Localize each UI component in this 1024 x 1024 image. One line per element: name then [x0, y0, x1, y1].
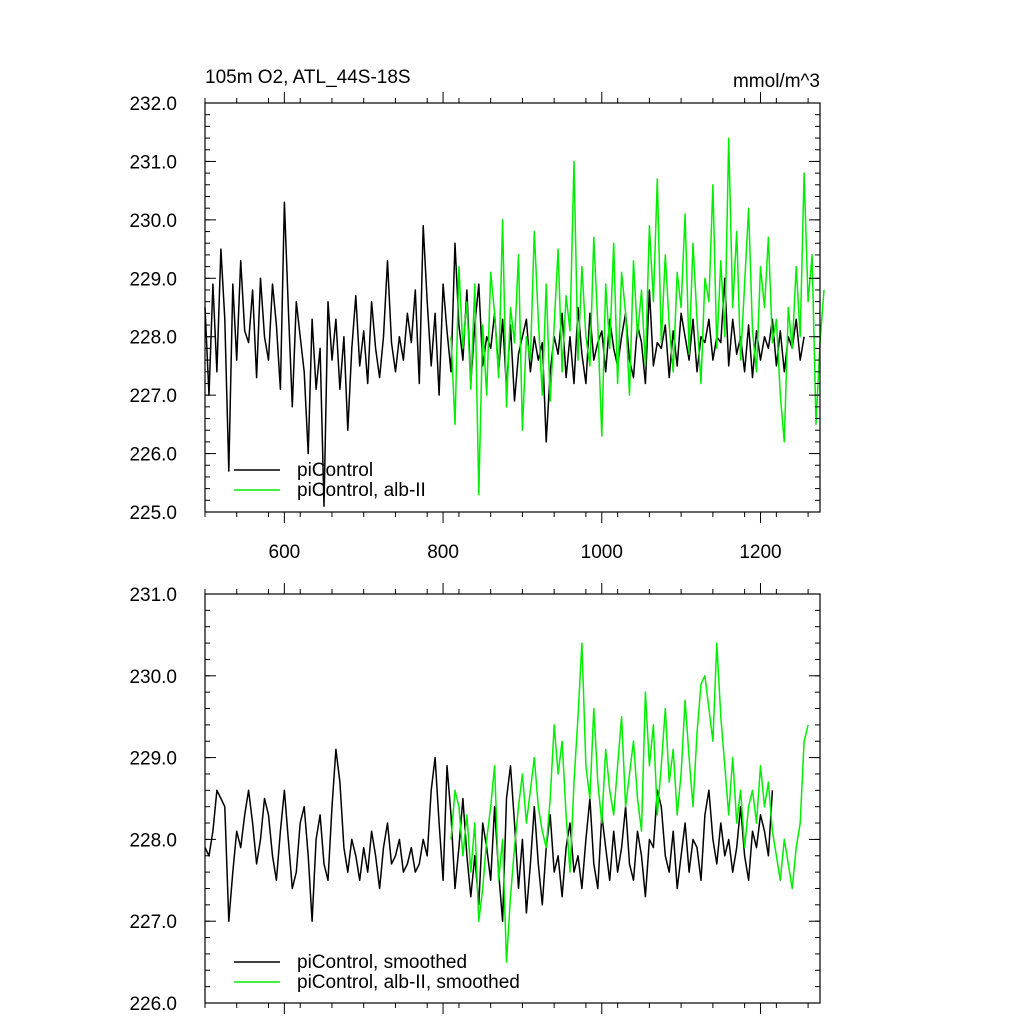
legend-label-picontrol: piControl	[297, 460, 373, 481]
top-y-tick-label: 232.0	[129, 94, 177, 115]
top-x-tick-label: 1200	[739, 542, 781, 563]
top-y-tick-label: 225.0	[129, 503, 177, 524]
legend-label-alb-ii-smoothed: piControl, alb-II, smoothed	[297, 972, 520, 993]
panel-title-left: 105m O2, ATL_44S-18S	[205, 67, 411, 88]
bottom-y-tick-label: 228.0	[129, 830, 177, 851]
panel-top: 105m O2, ATL_44S-18S mmol/m^3 225.0 226.0…	[129, 67, 825, 563]
top-axis-ticks: 225.0 226.0 227.0 228.0 229.0 230.0 231.0 232.0…	[129, 92, 820, 563]
bottom-y-tick-label: 226.0	[129, 994, 177, 1015]
top-series-group	[204, 137, 825, 507]
bottom-axis-ticks: 226.0 227.0 228.0 229.0 230.0 231.0	[129, 583, 820, 1015]
bottom-y-tick-label: 229.0	[129, 749, 177, 770]
bottom-series-line-picontrol	[204, 748, 774, 922]
top-y-tick-label: 226.0	[129, 445, 177, 466]
legend-label-alb-ii: piControl, alb-II	[297, 480, 426, 501]
top-y-tick-label: 231.0	[129, 152, 177, 173]
top-x-tick-label: 600	[269, 542, 301, 563]
bottom-legend: piControl, smoothed piControl, alb-II, s…	[234, 952, 520, 993]
bottom-y-tick-label: 231.0	[129, 585, 177, 606]
top-series-line-alb-ii	[450, 137, 825, 496]
top-series-line-picontrol	[204, 201, 805, 507]
bottom-plot-frame	[204, 593, 821, 1004]
top-y-tick-label: 229.0	[129, 269, 177, 290]
bottom-y-tick-label: 230.0	[129, 667, 177, 688]
top-plot-frame	[204, 102, 821, 513]
panel-title-right: mmol/m^3	[733, 71, 820, 92]
top-x-tick-label: 800	[427, 542, 459, 563]
top-y-tick-label: 228.0	[129, 328, 177, 349]
legend-label-picontrol-smoothed: piControl, smoothed	[297, 952, 467, 973]
bottom-series-group	[204, 642, 809, 963]
bottom-series-line-alb-ii	[450, 642, 809, 963]
top-x-tick-label: 1000	[581, 542, 623, 563]
top-y-tick-label: 227.0	[129, 386, 177, 407]
panel-bottom: 226.0 227.0 228.0 229.0 230.0 231.0 piControl…	[129, 583, 821, 1015]
bottom-y-tick-label: 227.0	[129, 912, 177, 933]
top-legend: piControl piControl, alb-II	[234, 460, 426, 501]
top-y-tick-label: 230.0	[129, 211, 177, 232]
